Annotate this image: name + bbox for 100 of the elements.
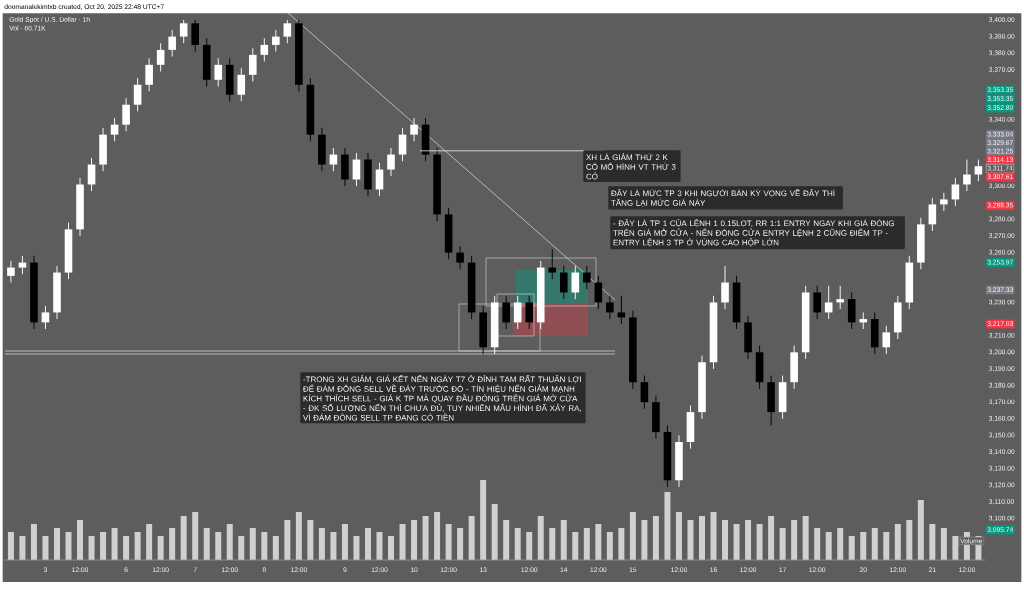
candlestick xyxy=(548,248,557,280)
bar xyxy=(180,516,187,560)
bar xyxy=(917,500,924,560)
bar xyxy=(802,516,809,560)
bar xyxy=(42,536,49,560)
bar xyxy=(192,512,199,560)
bar xyxy=(871,528,878,560)
bar xyxy=(687,520,694,560)
candlestick xyxy=(248,47,257,82)
bar xyxy=(652,516,659,560)
bar xyxy=(53,528,60,560)
bar xyxy=(779,528,786,560)
bar xyxy=(929,524,936,560)
bar xyxy=(284,520,291,560)
bar xyxy=(560,520,567,560)
bar xyxy=(468,516,475,560)
bar xyxy=(629,512,636,560)
bar xyxy=(514,528,521,560)
candlestick xyxy=(536,260,545,330)
bar xyxy=(445,524,452,560)
candlestick xyxy=(214,57,223,87)
bar xyxy=(733,524,740,560)
bar xyxy=(940,528,947,560)
bar xyxy=(422,516,429,560)
candlestick xyxy=(225,57,234,102)
candlestick xyxy=(502,295,510,330)
bar xyxy=(699,516,705,560)
bar xyxy=(146,524,153,560)
bar xyxy=(595,524,602,560)
candlestick xyxy=(894,295,902,340)
bar xyxy=(791,520,798,560)
candlestick xyxy=(882,325,891,355)
bar xyxy=(307,520,314,560)
bar xyxy=(768,516,775,560)
annotation: ĐÂY LÀ MỨC TP 3 KHI NGƯỜI BÁN KỲ VỌNG VỀ ĐÂY THÌ TĂNG LẠI MỨC GIÁ NÀY xyxy=(611,188,835,207)
bar xyxy=(249,528,256,560)
annotation: -TRONG XH GIẢM, GIÁ KẾT NẾN NGÀY T7 Ở ĐỈNH TẠM RẤT THUẬN LỢI ĐỂ ĐÁM ĐÔNG SELL VỀ ĐÁY TRƯỚC ĐÓ - TÍN HIỆU NẾN GIẢM MẠNH KÍCH THÍCH SELL - GIÁ K TP MÀ QUAY ĐẦU ĐÓNG TRÊN GIÁ MỞ CỬA - ĐK SỐ LƯỢNG NẾN THÌ CHƯA ĐỦ, TUY NHIÊN MẪU HÌNH ĐÃ XẢY RA, VÌ ĐÁM ĐÔNG SELL TP ĐANG CÓ TIỀN xyxy=(302,374,581,421)
bar xyxy=(88,536,95,560)
bar xyxy=(272,536,279,560)
annotation: - ĐÂY LÀ TP 1 CỦA LỆNH 1 0.15LOT, RR 1:1 ENTRY NGAY KHI GIÁ ĐÓNG TRÊN GIÁ MỞ CỬA - NẾN ĐÓNG CỬA ENTRY LỆNH 2 CŨNG ĐIỂM TP - ENTRY LỆNH 3 TP Ở VÙNG CAO HỘP LỚN xyxy=(613,218,894,247)
bar xyxy=(710,512,717,560)
bar xyxy=(526,532,533,560)
bar xyxy=(353,536,360,560)
bar xyxy=(123,536,130,560)
bar xyxy=(837,528,844,560)
bar xyxy=(376,532,383,560)
bar xyxy=(883,532,890,560)
bar xyxy=(606,532,613,560)
bar xyxy=(894,524,901,560)
bar xyxy=(491,504,498,560)
candlestick xyxy=(525,295,534,330)
bar xyxy=(341,524,348,560)
bar xyxy=(157,536,164,560)
bar xyxy=(65,532,72,560)
bar xyxy=(825,532,832,560)
bar xyxy=(364,528,371,560)
bar xyxy=(330,532,337,560)
bar xyxy=(434,512,441,560)
candlestick xyxy=(870,311,879,355)
bar xyxy=(203,528,210,560)
candlestick xyxy=(168,29,176,57)
bar xyxy=(19,536,26,560)
bar xyxy=(77,520,84,560)
candlestick xyxy=(917,217,925,270)
annotation: XH LÀ GIẢM THỨ 2 K CÓ MÔ HÌNH VT THỨ 3 CÓ xyxy=(586,152,676,180)
bar xyxy=(860,532,867,560)
bar xyxy=(399,524,406,560)
bar xyxy=(745,520,752,560)
bar xyxy=(7,532,14,560)
bar xyxy=(675,512,682,560)
bar xyxy=(906,520,913,560)
bar xyxy=(111,528,118,560)
bar xyxy=(134,532,141,560)
candlestick xyxy=(813,285,821,320)
bar xyxy=(238,536,245,560)
bar xyxy=(814,528,821,560)
bar xyxy=(169,528,176,560)
bar xyxy=(411,520,418,560)
bar xyxy=(226,524,233,560)
bar xyxy=(952,536,959,560)
candlestick xyxy=(191,19,200,53)
bar xyxy=(261,532,268,560)
bar xyxy=(756,524,763,560)
candlestick xyxy=(237,67,246,102)
bar xyxy=(549,528,556,560)
bar xyxy=(388,536,395,560)
bar xyxy=(480,480,487,560)
candlestick xyxy=(847,292,856,330)
bar xyxy=(318,528,325,560)
bar xyxy=(30,524,37,560)
bar xyxy=(583,528,590,560)
candlestick xyxy=(202,37,211,87)
bar xyxy=(848,536,855,560)
bar xyxy=(537,516,544,560)
bar xyxy=(100,532,107,560)
bar xyxy=(503,520,510,560)
bar xyxy=(664,492,671,560)
bar xyxy=(618,528,625,560)
bar xyxy=(641,520,648,560)
bar xyxy=(457,528,464,560)
